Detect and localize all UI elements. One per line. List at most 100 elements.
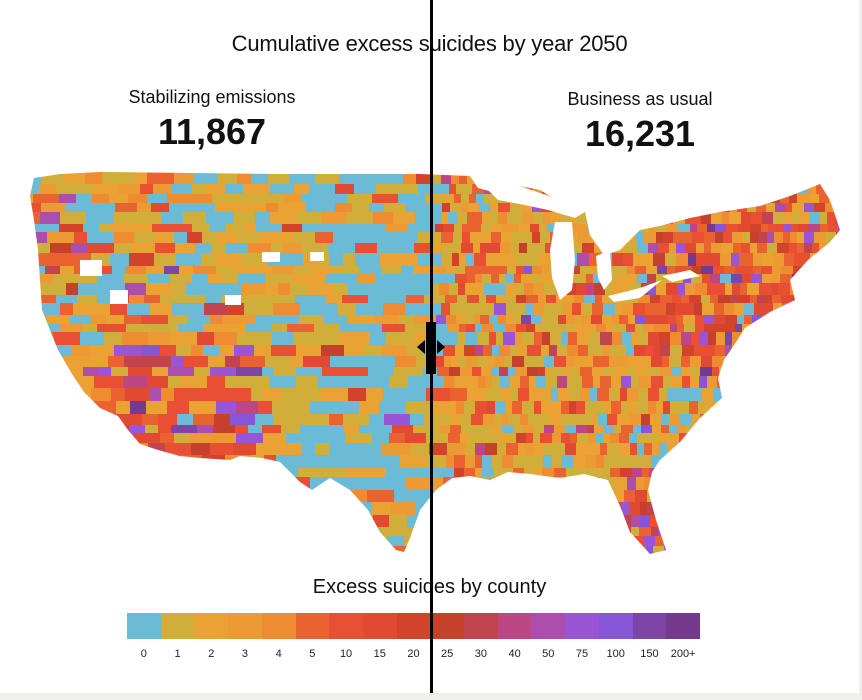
county-cell [731,274,743,284]
county-cell [168,160,184,172]
county-cell [132,243,156,254]
county-cell [41,367,58,377]
county-cell [56,184,83,195]
county-cell [753,266,762,275]
county-cell [336,515,357,528]
county-cell [628,401,637,415]
county-cell [333,266,360,275]
county-cell [680,455,690,469]
county-cell [303,490,319,503]
county-cell [818,376,829,389]
county-cell [188,194,213,204]
county-cell [393,367,410,377]
county-cell [541,315,549,325]
county-cell [839,194,840,204]
county-cell [669,455,681,469]
county-cell [471,490,481,503]
county-cell [811,527,823,537]
county-cell [171,356,184,368]
county-cell [711,160,723,172]
county-cell [832,425,840,434]
county-cell [454,468,465,478]
county-cell [827,546,839,554]
county-cell [513,315,522,325]
county-cell [294,184,310,195]
county-cell [582,515,594,528]
county-cell [119,172,135,185]
county-cell [30,332,34,346]
county-cell [772,295,782,304]
county-cell [531,253,539,267]
county-cell [38,477,59,491]
county-cell [616,356,629,368]
great-lakes [488,186,700,302]
county-cell [789,303,798,316]
county-cell [277,515,304,528]
county-cell [770,425,782,434]
county-cell [177,515,197,528]
county-cell [825,455,833,469]
county-cell [73,274,98,284]
lake-shape [550,222,575,300]
county-cell [527,345,535,357]
county-cell [82,184,95,195]
county-cell [147,172,175,185]
county-cell [491,274,500,284]
county-cell [538,295,547,304]
comparison-slider-handle[interactable] [426,322,436,374]
county-cell [678,388,691,402]
county-cell [495,356,505,368]
county-cell [307,283,335,296]
slider-right-arrow-icon[interactable] [437,340,445,354]
county-cell [524,515,533,528]
county-cell [442,253,453,267]
county-cell [71,243,88,254]
county-cell [821,433,832,444]
county-cell [643,324,654,333]
county-cell [63,433,84,444]
county-cell [764,376,774,389]
county-cell [563,303,573,316]
county-cell [458,536,469,547]
county-cell [609,356,617,368]
county-cell [617,203,627,213]
county-cell [698,401,707,415]
county-cell [807,468,816,478]
county-cell [523,425,535,434]
county-cell [619,433,630,444]
county-cell [645,253,654,267]
county-cell [516,433,527,444]
county-cell [179,266,194,275]
county-cell [666,502,679,516]
county-cell [60,303,74,316]
county-cell [828,224,838,233]
county-cell [443,345,456,357]
county-cell [144,295,161,304]
county-cell [545,490,558,503]
county-cell [785,203,793,213]
county-cell [569,212,578,225]
county-cell [521,203,533,213]
county-cell [380,253,407,267]
county-cell [744,315,753,325]
slider-left-arrow-icon[interactable] [417,340,425,354]
county-cell [134,433,161,444]
county-cell [836,232,840,244]
county-cell [824,283,836,296]
county-cell [519,527,527,537]
county-cell [706,401,719,415]
county-cell [451,172,460,185]
county-cell [301,443,316,456]
county-cell [271,345,297,357]
county-cell [588,232,600,244]
county-cell [319,515,337,528]
county-cell [714,283,726,296]
county-cell [518,443,526,456]
legend-tick-label: 30 [474,648,487,660]
county-cell [129,502,146,516]
county-cell [129,253,155,267]
county-cell [294,266,313,275]
county-cell [32,324,60,333]
county-cell [561,401,570,415]
county-cell [436,266,447,275]
